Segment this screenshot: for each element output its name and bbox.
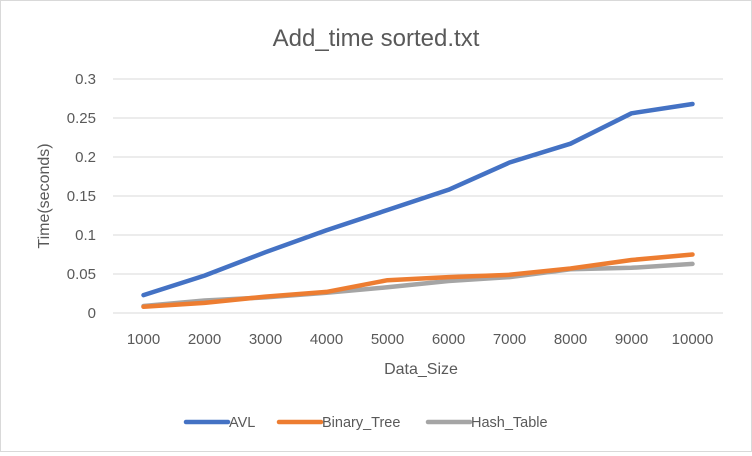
y-tick-label: 0.1 xyxy=(75,227,96,244)
legend: AVL Binary_Tree Hash_Table xyxy=(183,415,548,431)
x-tick-label: 6000 xyxy=(432,331,465,348)
x-tick-label: 9000 xyxy=(615,331,648,348)
x-axis-ticks: 1000 2000 3000 4000 5000 6000 7000 8000 9000 1000… xyxy=(127,331,714,348)
y-axis-ticks: 0 0.05 0.1 0.15 0.2 0.25 0.3 xyxy=(67,71,96,322)
chart-title: Add_time sorted.txt xyxy=(273,25,480,52)
x-tick-label: 7000 xyxy=(493,331,526,348)
x-tick-label: 2000 xyxy=(188,331,221,348)
y-tick-label: 0 xyxy=(88,305,96,322)
y-tick-label: 0.15 xyxy=(67,188,96,205)
x-tick-label: 8000 xyxy=(554,331,587,348)
x-tick-label: 1000 xyxy=(127,331,160,348)
y-tick-label: 0.2 xyxy=(75,149,96,166)
legend-label-binary-tree: Binary_Tree xyxy=(322,415,400,431)
x-tick-label: 10000 xyxy=(672,331,714,348)
y-axis-title: Time(seconds) xyxy=(36,143,53,248)
series-lines xyxy=(141,101,695,310)
legend-label-hash-table: Hash_Table xyxy=(471,415,548,431)
x-tick-label: 5000 xyxy=(371,331,404,348)
y-tick-label: 0.05 xyxy=(67,266,96,283)
x-tick-label: 3000 xyxy=(249,331,282,348)
y-tick-label: 0.3 xyxy=(75,71,96,88)
series-line-binary-tree xyxy=(141,252,695,310)
x-axis-title: Data_Size xyxy=(384,361,458,378)
series-line-avl xyxy=(141,101,695,298)
y-tick-label: 0.25 xyxy=(67,110,96,127)
x-tick-label: 4000 xyxy=(310,331,343,348)
legend-label-avl: AVL xyxy=(229,415,255,431)
